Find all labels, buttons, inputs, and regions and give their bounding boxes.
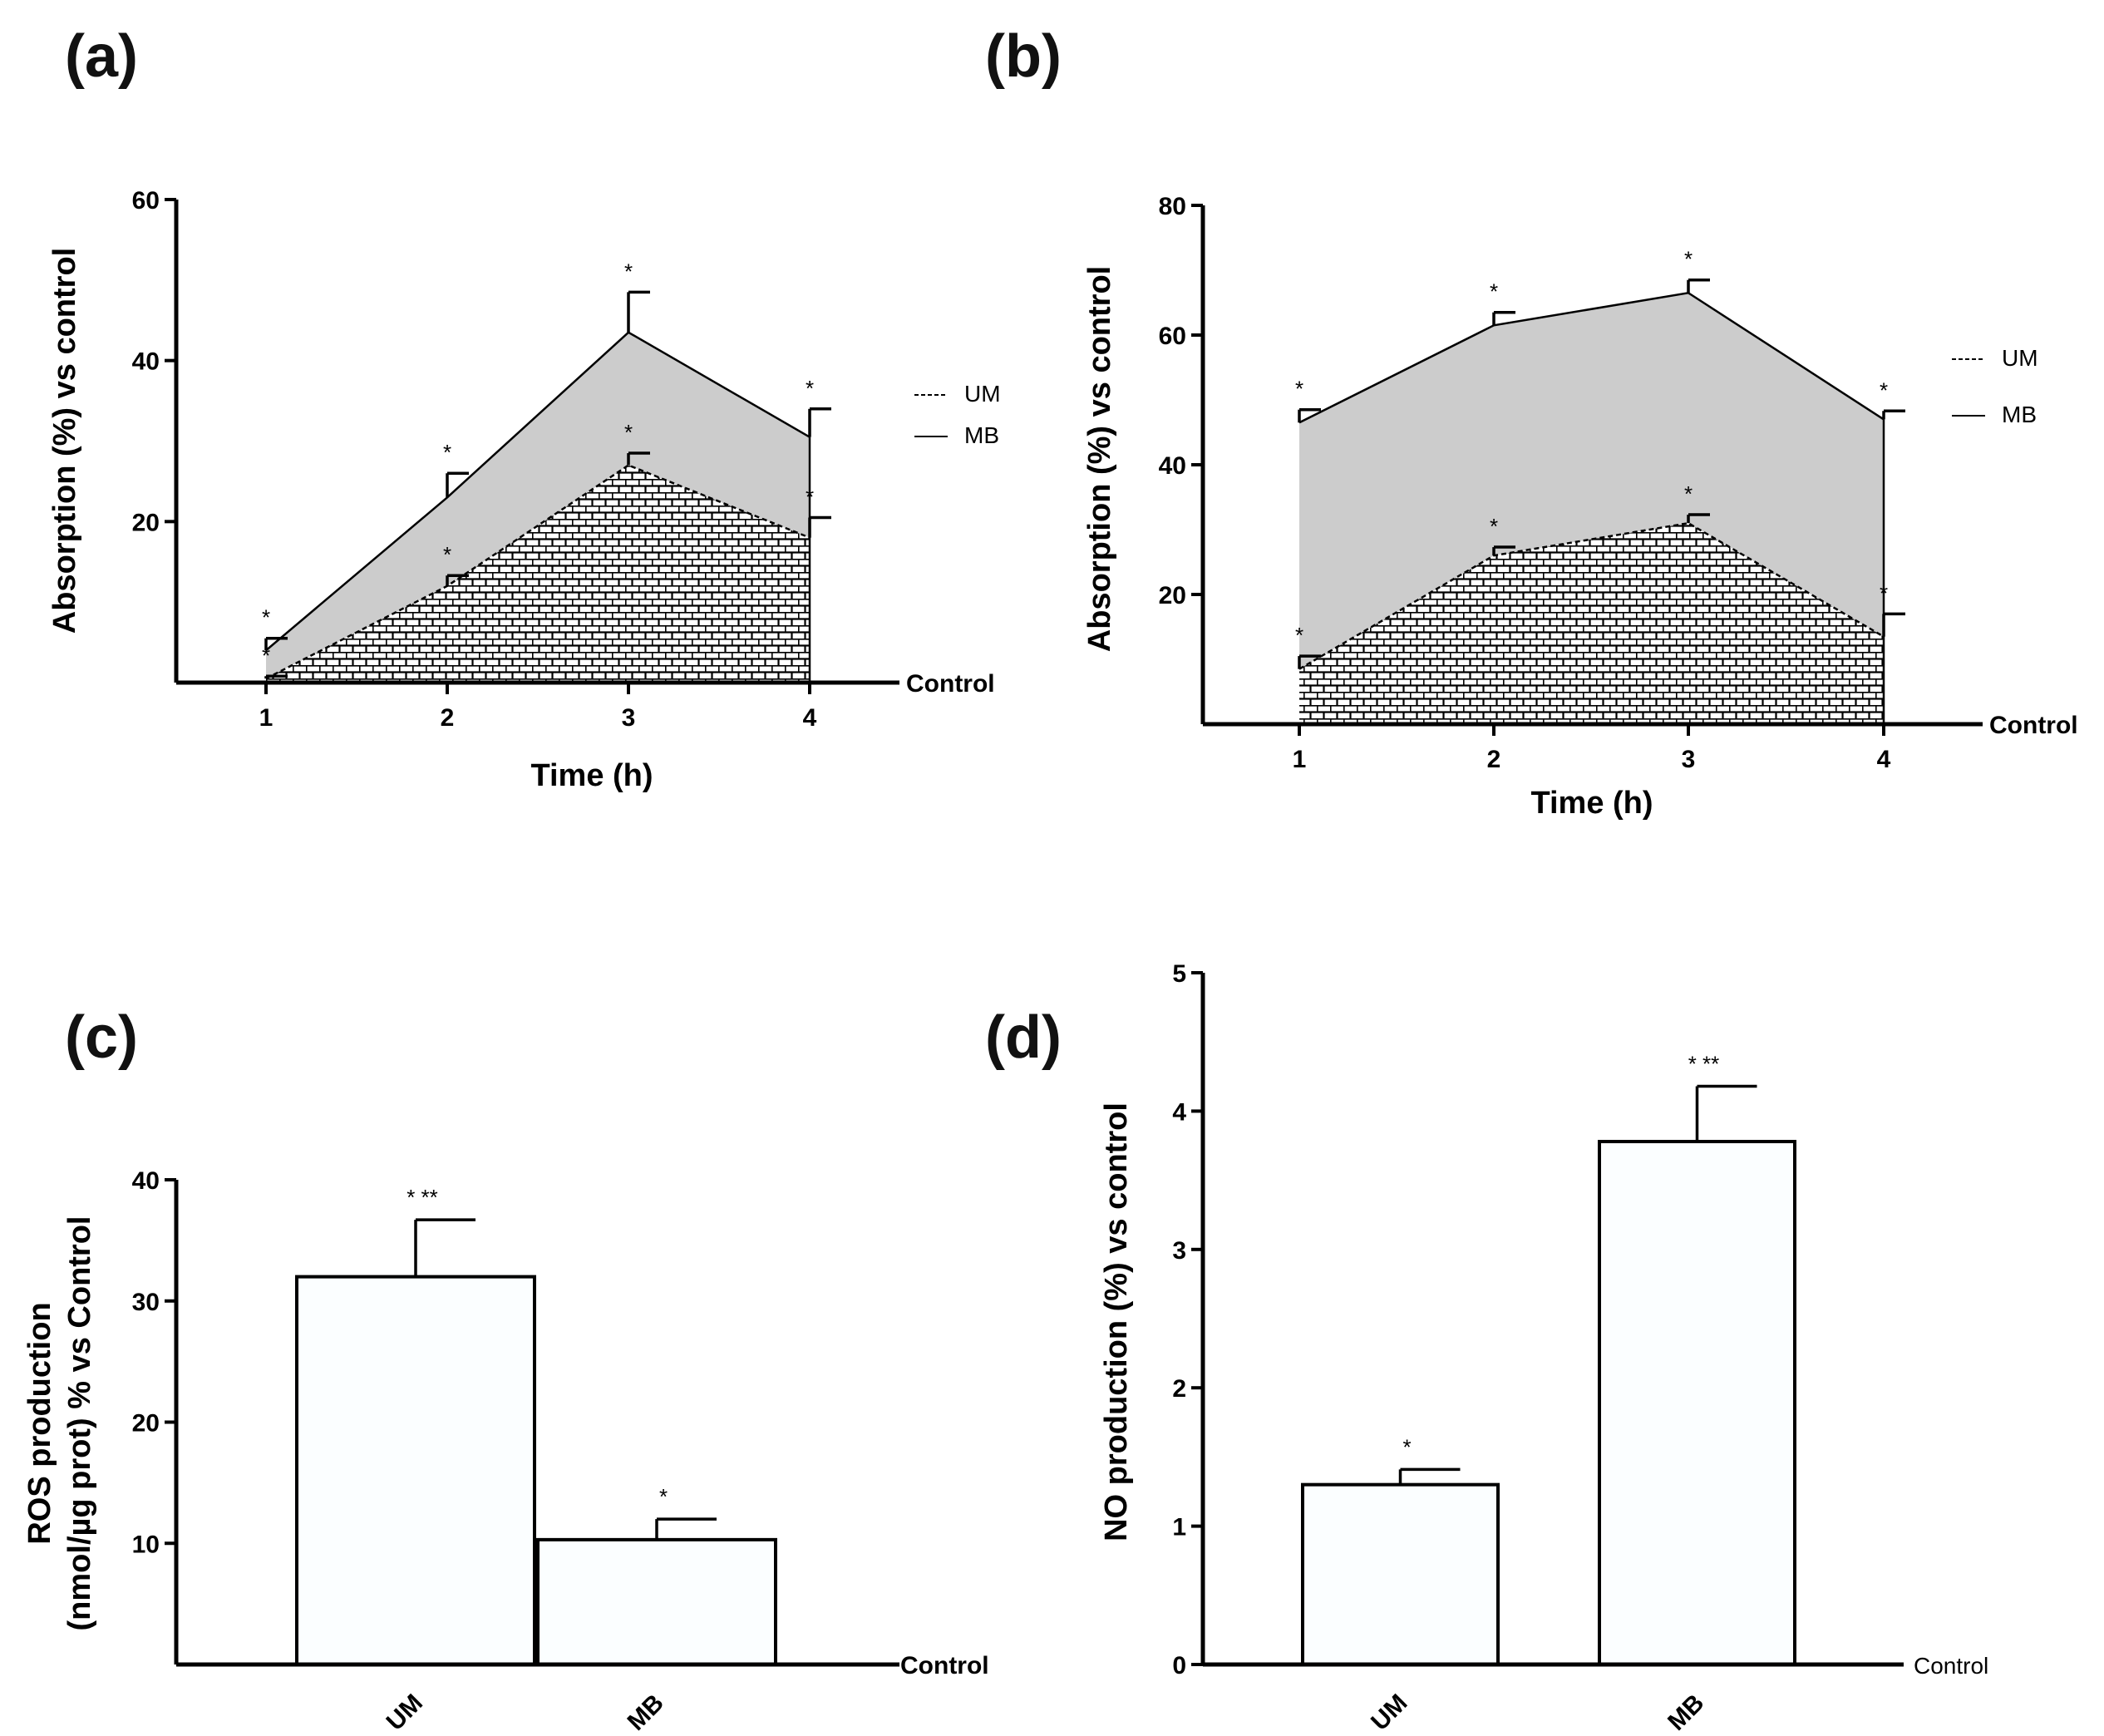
chart-d: * UM * ** MB Control 0 1 2 3 4 5 NO production (%) … xyxy=(1099,960,1988,1736)
mb-sig-marker: * xyxy=(1684,247,1693,272)
panel-label-a: (a) xyxy=(65,23,138,90)
panel-label-d: (d) xyxy=(985,1004,1062,1071)
x-axis-title: Time (h) xyxy=(530,758,653,793)
um-sig-marker: * xyxy=(262,643,270,668)
legend-um-label: UM xyxy=(2002,345,2038,371)
bar-mb xyxy=(1598,1140,1796,1667)
um-sig-marker: * xyxy=(1490,514,1498,539)
mb-sig-marker: * xyxy=(624,259,633,284)
y-tick-label: 1 xyxy=(1172,1514,1186,1541)
baseline-label: Control xyxy=(1914,1653,1988,1679)
y-tick-label: 60 xyxy=(1159,323,1186,350)
x-tick-label: 2 xyxy=(1487,746,1501,773)
um-area xyxy=(1299,523,1884,724)
mb-sig-marker: * xyxy=(443,440,451,465)
mb-sig-marker: * xyxy=(1880,377,1888,402)
y-axis-title: Absorption (%) vs control xyxy=(1082,266,1117,652)
legend-mb-label: MB xyxy=(964,422,999,448)
um-sig-marker: * xyxy=(1295,623,1303,648)
bar-um xyxy=(1301,1482,1500,1667)
y-tick-label: 5 xyxy=(1172,960,1186,988)
legend-um-label: UM xyxy=(964,381,1001,407)
y-tick-label: 40 xyxy=(132,348,160,376)
x-category-label: MB xyxy=(1663,1689,1709,1736)
x-tick-label: 3 xyxy=(622,704,636,732)
baseline-label: Control xyxy=(900,1652,989,1679)
bar-mb xyxy=(536,1537,777,1666)
sig-marker: * xyxy=(1402,1434,1411,1459)
um-line xyxy=(265,464,811,680)
sig-marker: * xyxy=(659,1484,668,1509)
y-tick-label: 2 xyxy=(1172,1375,1186,1403)
x-tick-label: 4 xyxy=(1877,746,1891,773)
y-axis-title-line1: ROS production xyxy=(22,1302,57,1544)
chart-c: * ** UM * MB Control 10 20 30 40 ROS production (n… xyxy=(22,1167,989,1736)
panel-label-b: (b) xyxy=(985,23,1062,90)
y-axis-title: Absorption (%) vs control xyxy=(47,248,82,634)
mb-sig-marker: * xyxy=(262,605,270,630)
panel-label-c: (c) xyxy=(65,1004,138,1071)
mb-sig-marker: * xyxy=(806,376,814,401)
um-sig-marker: * xyxy=(1684,481,1693,506)
mb-sig-marker: * xyxy=(1295,377,1303,402)
x-tick-label: 1 xyxy=(1293,746,1307,773)
um-sig-marker: * xyxy=(624,420,633,445)
x-tick-label: 3 xyxy=(1682,746,1696,773)
um-sig-marker: * xyxy=(443,542,451,567)
y-tick-label: 0 xyxy=(1172,1652,1186,1679)
mb-line xyxy=(1298,291,1885,424)
y-tick-label: 4 xyxy=(1172,1098,1186,1126)
y-tick-label: 40 xyxy=(132,1167,160,1195)
x-tick-label: 4 xyxy=(803,704,817,732)
sig-marker: * ** xyxy=(407,1185,438,1210)
chart-b: * * * * * * * * Control 20 40 60 80 1 2 3 4 Time (h) Absor… xyxy=(1082,193,2078,821)
x-category-label: UM xyxy=(382,1689,428,1736)
sig-marker: * ** xyxy=(1688,1051,1720,1076)
y-tick-label: 40 xyxy=(1159,452,1186,480)
y-tick-label: 30 xyxy=(132,1289,160,1316)
mb-line xyxy=(265,331,811,652)
y-axis-title: NO production (%) vs control xyxy=(1099,1102,1134,1541)
y-tick-label: 20 xyxy=(1159,582,1186,609)
chart-a: * * * * * * * * Control 20 40 60 1 2 3 4 Time (h) Absorpt… xyxy=(47,187,1001,793)
um-area xyxy=(266,465,810,683)
um-sig-marker: * xyxy=(1880,580,1888,605)
x-tick-label: 2 xyxy=(441,704,455,732)
y-tick-label: 60 xyxy=(132,187,160,215)
um-sig-marker: * xyxy=(806,484,814,509)
y-tick-label: 80 xyxy=(1159,193,1186,220)
x-category-label: UM xyxy=(1366,1689,1412,1736)
y-tick-label: 3 xyxy=(1172,1237,1186,1265)
baseline-label: Control xyxy=(1989,712,2078,739)
x-axis-title: Time (h) xyxy=(1530,786,1653,821)
y-tick-label: 20 xyxy=(132,509,160,536)
x-category-label: MB xyxy=(623,1689,669,1736)
y-tick-label: 10 xyxy=(132,1531,160,1558)
legend-mb-label: MB xyxy=(2002,402,2037,427)
y-tick-label: 20 xyxy=(132,1410,160,1438)
um-line xyxy=(1298,521,1885,670)
x-tick-label: 1 xyxy=(259,704,273,732)
baseline-label: Control xyxy=(906,670,995,698)
mb-sig-marker: * xyxy=(1490,279,1498,304)
y-axis-title-line2: (nmol/µg prot) % vs Control xyxy=(62,1216,97,1631)
bar-um xyxy=(295,1275,536,1666)
